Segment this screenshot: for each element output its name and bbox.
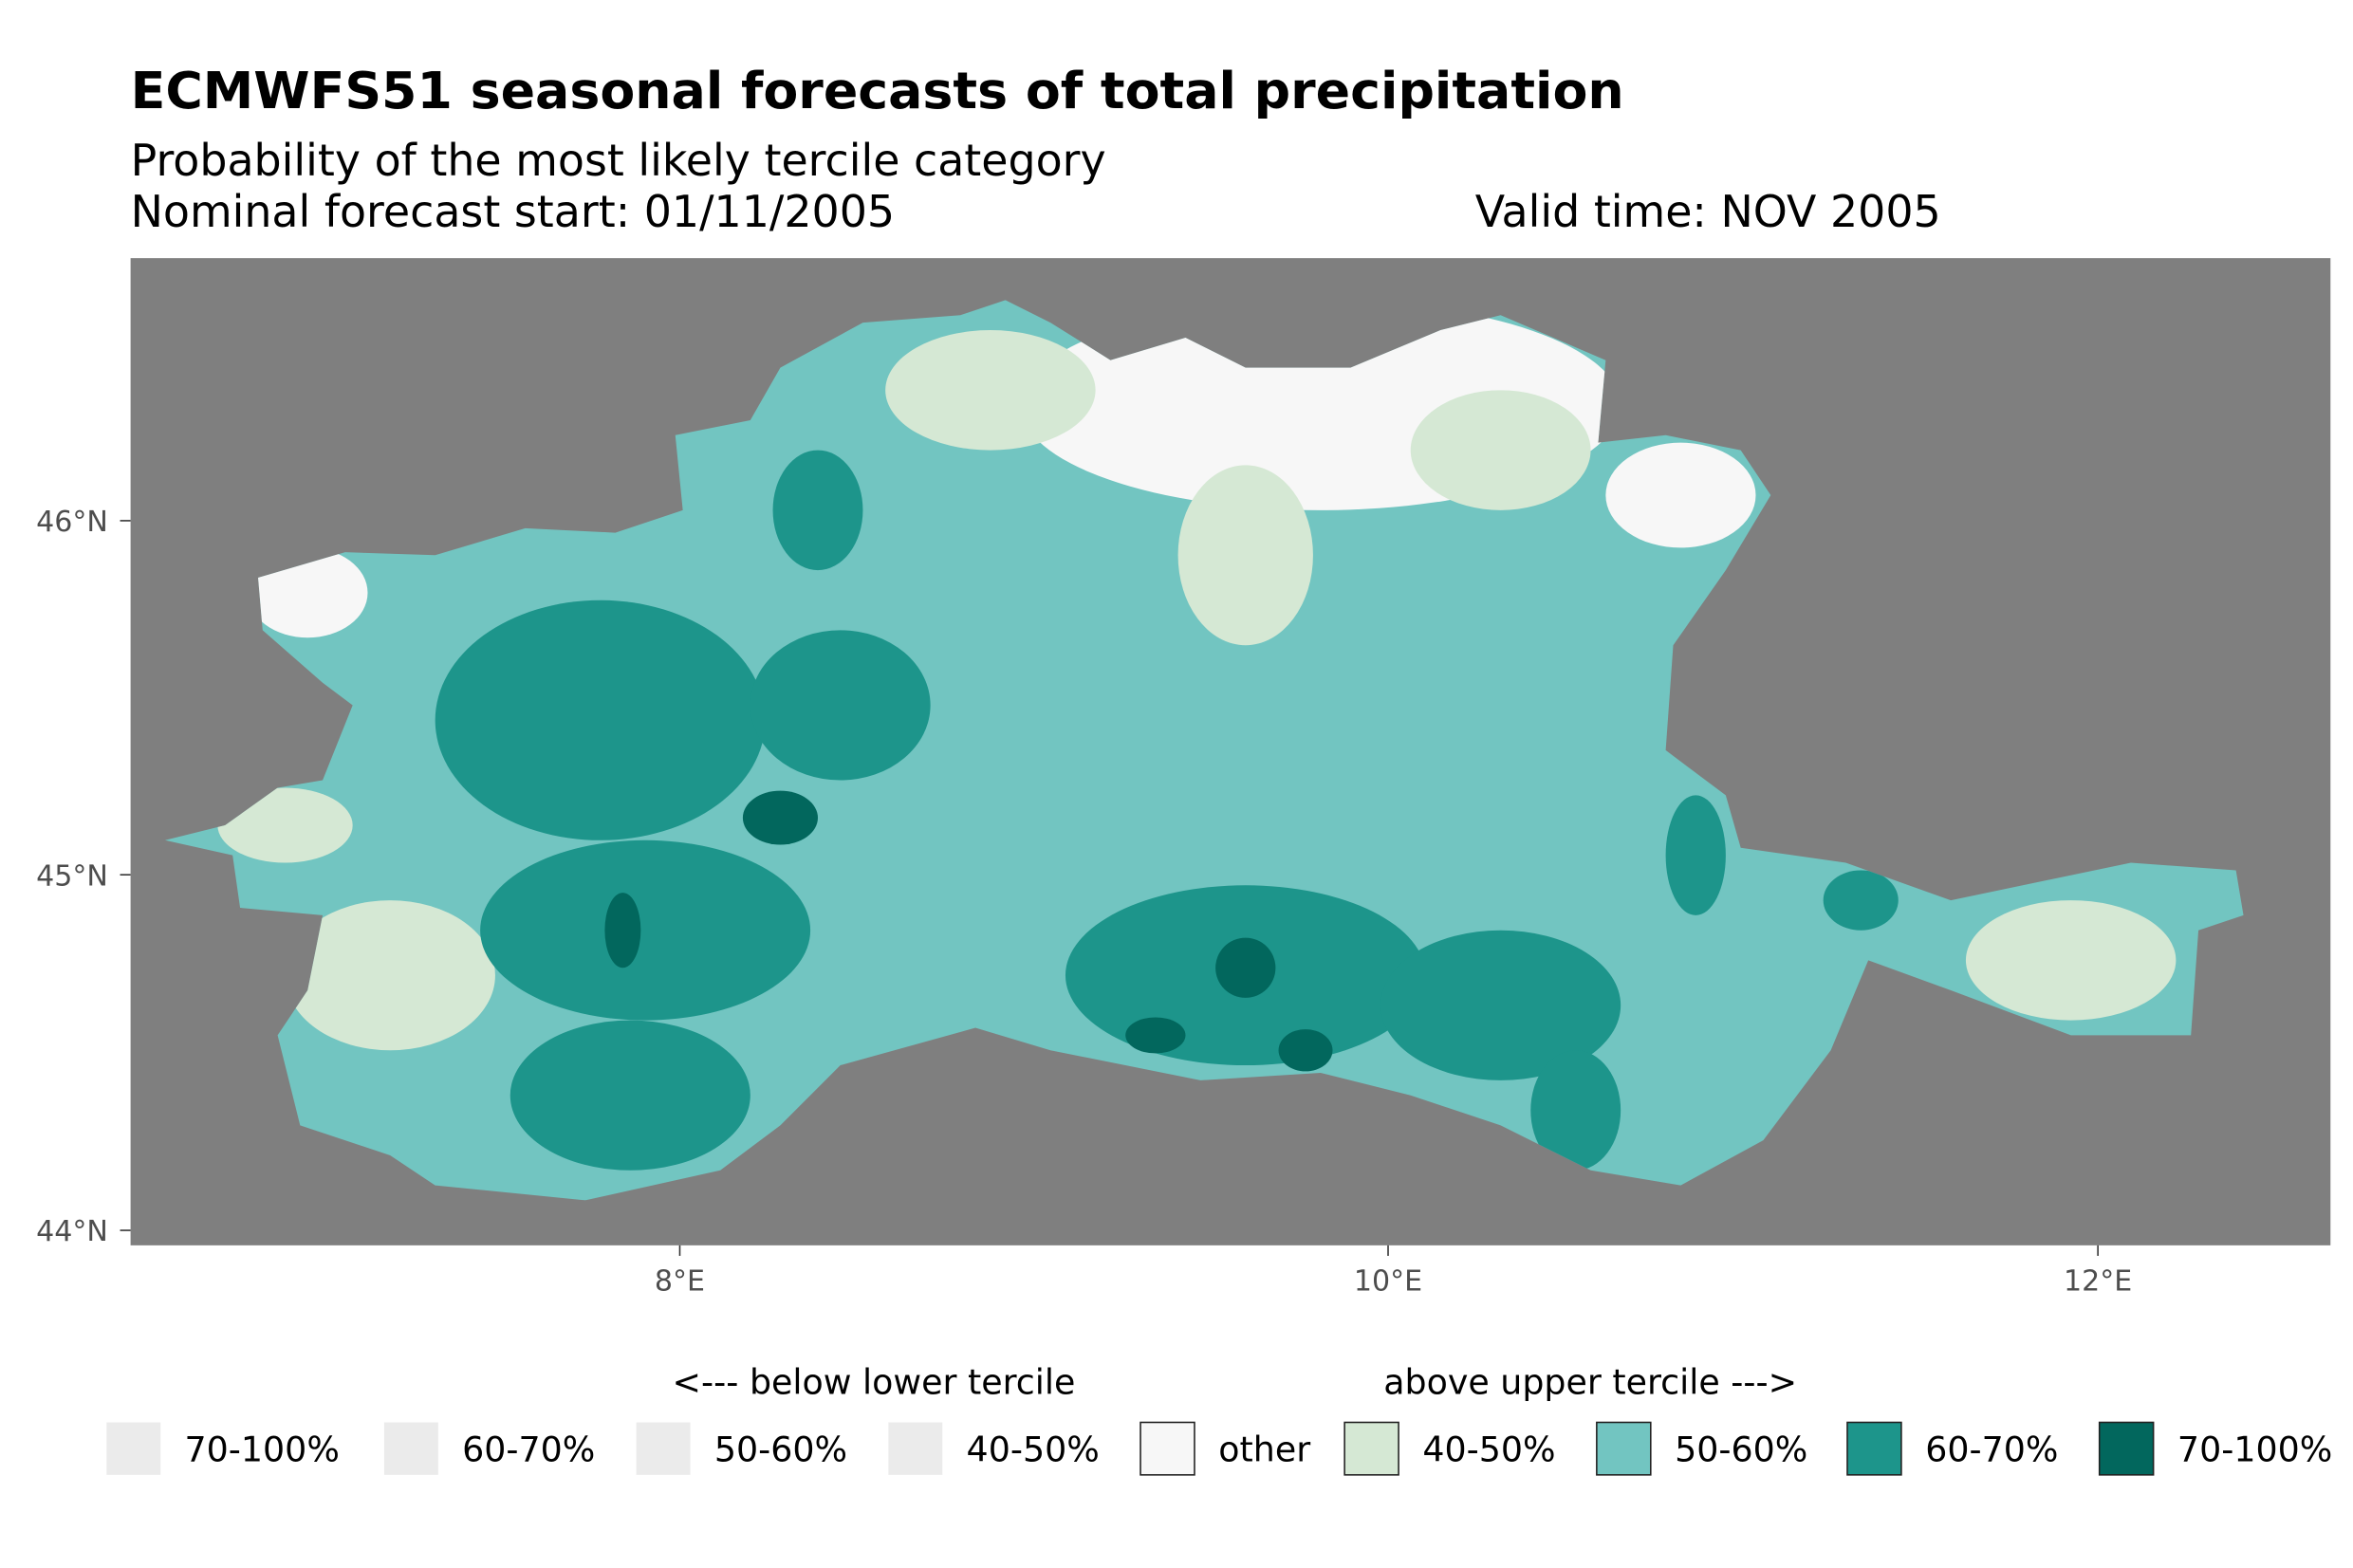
- patch-60-70-above: [1665, 795, 1726, 915]
- patch-70-100-above: [1125, 1017, 1186, 1054]
- legend-label: other: [1218, 1430, 1310, 1470]
- patch-60-70-above: [510, 1020, 750, 1171]
- legend-key: [106, 1422, 161, 1475]
- chart-subtitle: Probability of the most likely tercile c…: [131, 135, 1106, 186]
- patch-70-100-above: [604, 893, 641, 968]
- chart-title: ECMWFS51 seasonal forecasts of total pre…: [131, 61, 1624, 120]
- legend-key: [1846, 1421, 1902, 1476]
- patch-40-50-above: [1410, 390, 1591, 510]
- legend-key: [383, 1422, 438, 1475]
- legend-label: 60-70%: [1925, 1430, 2058, 1470]
- legend-label: 40-50%: [967, 1430, 1100, 1470]
- legend-key: [888, 1422, 943, 1475]
- legend-key: [2098, 1421, 2155, 1476]
- legend: <--- below lower tercile above upper ter…: [106, 1361, 2332, 1476]
- legend-label: 70-100%: [185, 1430, 340, 1470]
- patch-40-50-above: [885, 330, 1096, 451]
- patch-other: [1605, 442, 1756, 548]
- patch-60-70-above: [772, 450, 863, 571]
- patch-40-50-above: [1177, 465, 1313, 646]
- legend-key: [636, 1422, 691, 1475]
- patch-40-50-above: [217, 787, 353, 863]
- legend-key: [1596, 1421, 1652, 1476]
- legend-above-title: above upper tercile --->: [1383, 1361, 1797, 1402]
- y-tick-label: 44°N: [36, 1215, 108, 1248]
- legend-label: 40-50%: [1422, 1430, 1555, 1470]
- legend-label: 70-100%: [2177, 1430, 2332, 1470]
- legend-label: 50-60%: [1675, 1430, 1807, 1470]
- forecast-start-label: Nominal forecast start: 01/11/2005: [131, 186, 895, 237]
- legend-key: [1343, 1421, 1399, 1476]
- legend-key: [1139, 1421, 1195, 1476]
- patch-70-100-above: [742, 790, 818, 845]
- patch-60-70-above: [1380, 930, 1621, 1080]
- patch-60-70-above: [480, 839, 811, 1021]
- legend-label: 60-70%: [462, 1430, 595, 1470]
- y-tick-label: 45°N: [36, 859, 108, 893]
- x-axis: 8°E 10°E 12°E: [655, 1245, 2132, 1298]
- legend-below-title: <--- below lower tercile: [673, 1361, 1076, 1402]
- x-tick-label: 12°E: [2064, 1264, 2132, 1298]
- patch-70-100-above: [1215, 937, 1276, 998]
- legend-label: 50-60%: [714, 1430, 847, 1470]
- y-tick-label: 46°N: [36, 506, 108, 539]
- patch-60-70-above: [750, 630, 931, 781]
- valid-time-label: Valid time: NOV 2005: [1475, 186, 1941, 237]
- patch-60-70-above: [1530, 1050, 1621, 1171]
- x-tick-label: 10°E: [1354, 1264, 1422, 1298]
- x-tick-label: 8°E: [655, 1264, 705, 1298]
- patch-70-100-above: [1278, 1029, 1333, 1072]
- patch-60-70-above: [435, 600, 766, 840]
- patch-60-70-above: [1823, 870, 1899, 931]
- patch-40-50-above: [285, 900, 495, 1051]
- y-axis: 46°N 45°N 44°N: [36, 506, 131, 1248]
- patch-40-50-above: [1965, 900, 2177, 1021]
